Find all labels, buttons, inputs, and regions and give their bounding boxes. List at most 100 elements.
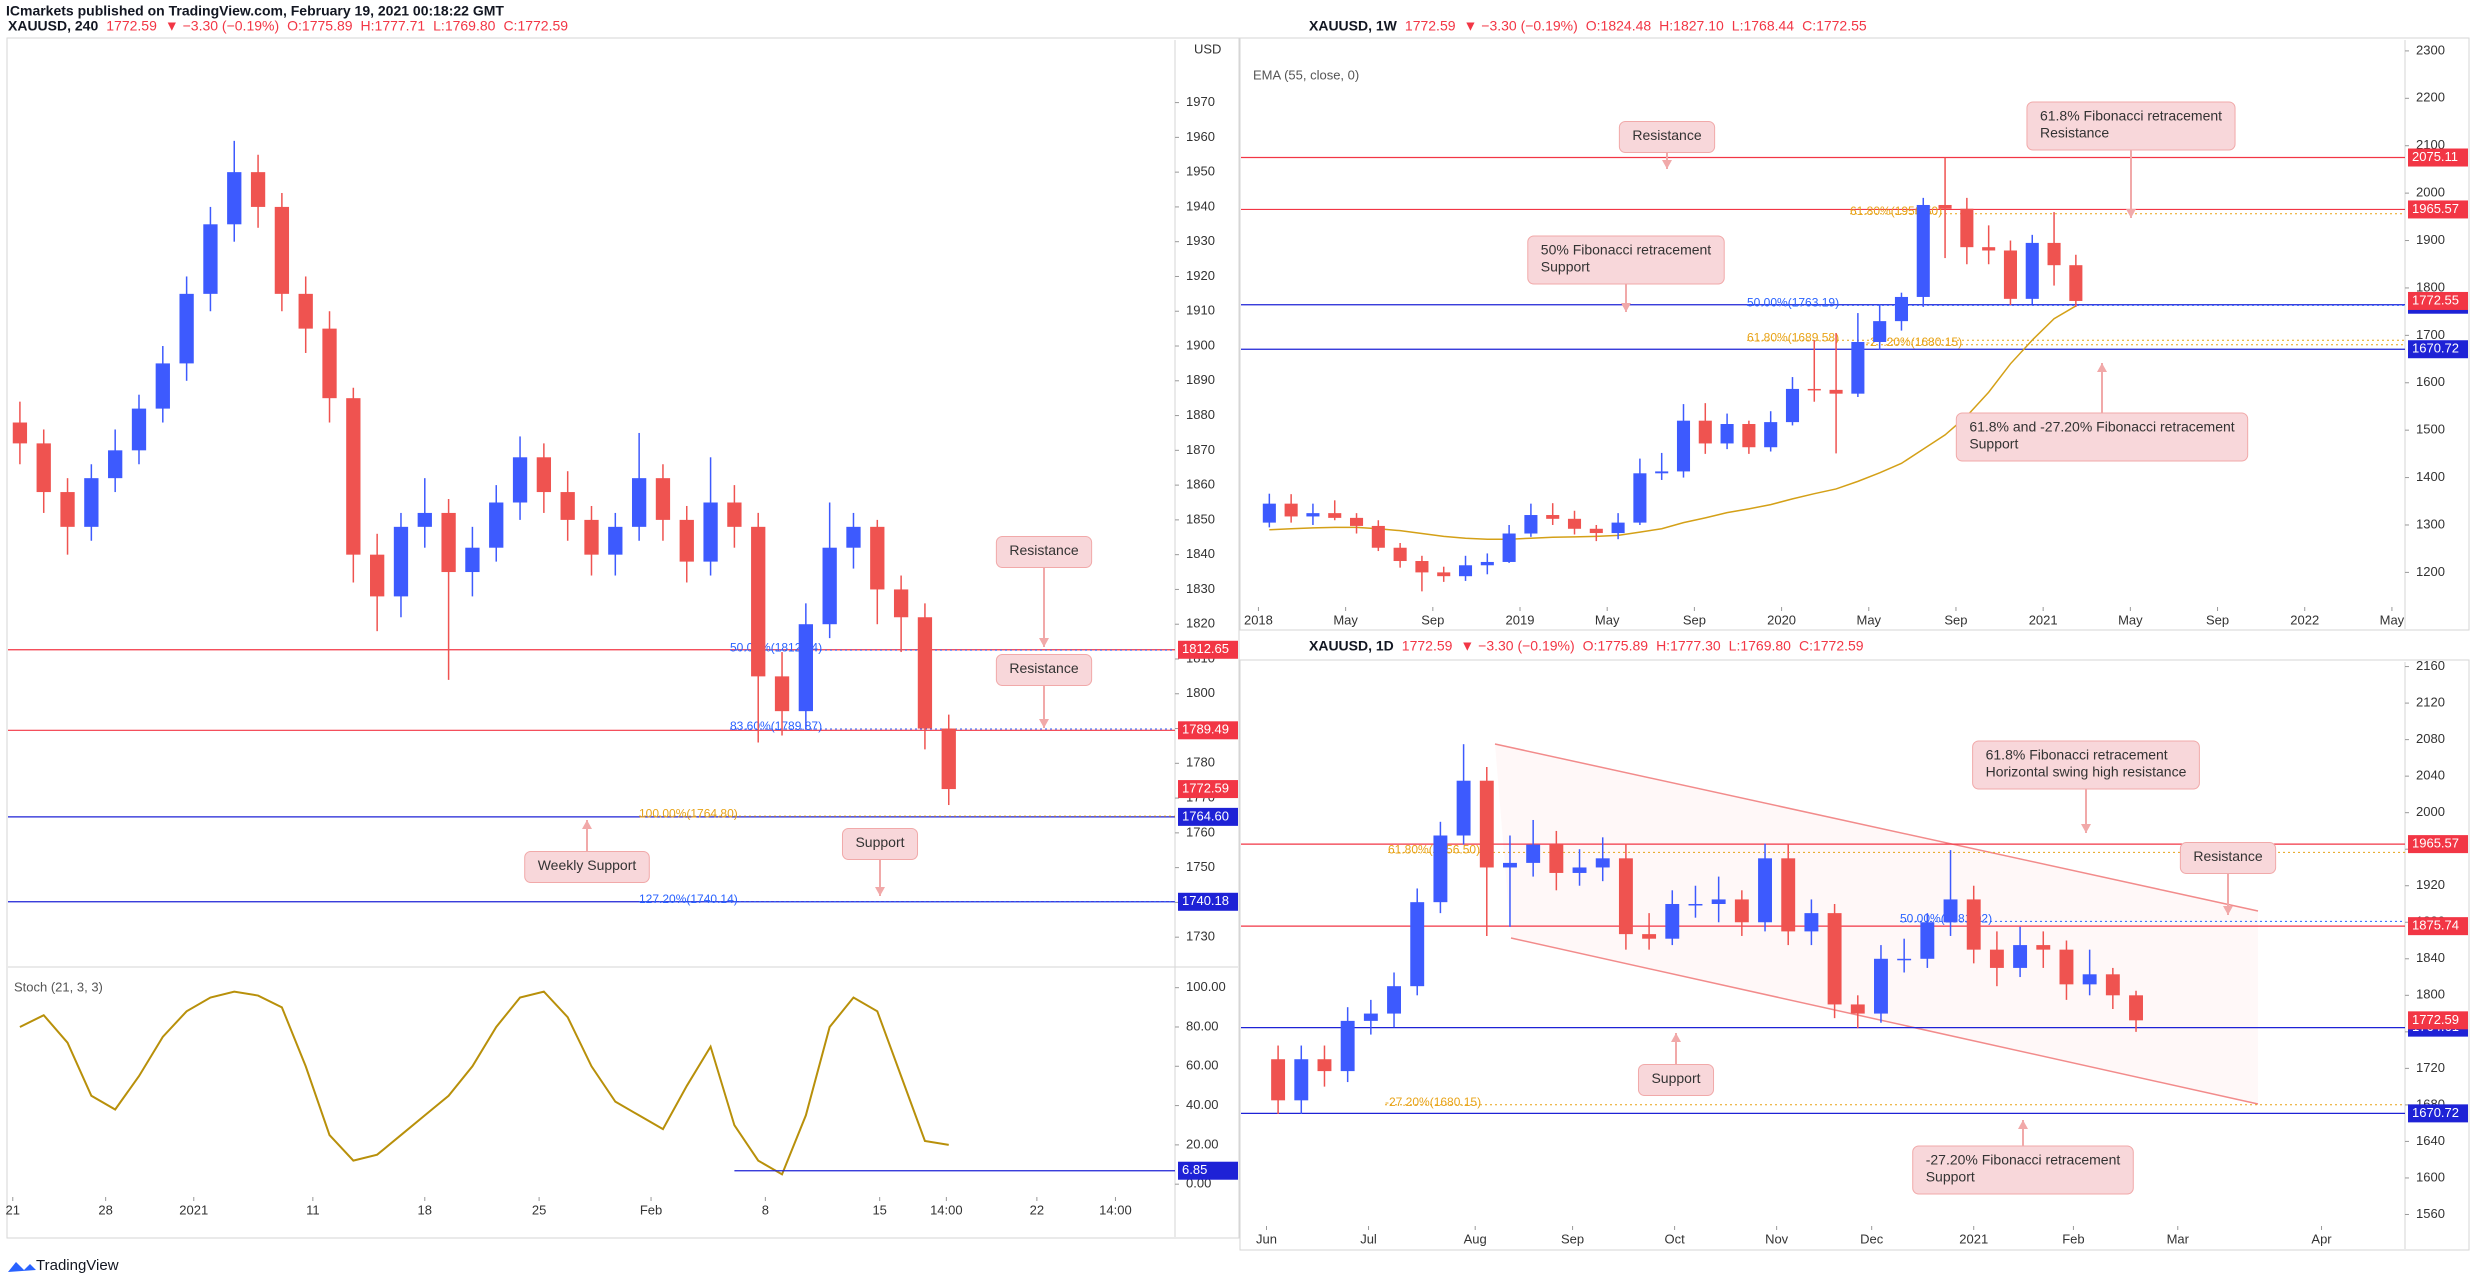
candle-body xyxy=(1387,986,1401,1014)
y-tick-label: 1200 xyxy=(2416,564,2445,579)
legend-text: L:1769.80 xyxy=(1729,638,1791,654)
candle-body xyxy=(1349,517,1364,526)
callout-text: 61.8% and -27.20% Fibonacci retracement xyxy=(1969,419,2234,435)
price-label-box xyxy=(1178,1161,1238,1180)
fib-label: 83.60%(1789.87) xyxy=(730,719,822,733)
candle-body xyxy=(1781,858,1796,932)
candle-body xyxy=(179,293,194,364)
legend-text: ▼ −3.30 (−0.19%) xyxy=(1464,18,1578,34)
candle-body xyxy=(1458,565,1473,577)
candle-body xyxy=(1306,513,1320,517)
y-tick-label: 1890 xyxy=(1186,372,1215,387)
price-label: 1812.65 xyxy=(1182,641,1229,656)
x-tick-label: Feb xyxy=(640,1202,662,1217)
candle-body xyxy=(131,408,147,451)
legend-text: XAUUSD, 1D xyxy=(1309,638,1394,654)
candle-body xyxy=(1480,561,1494,566)
price-label: 1670.72 xyxy=(2412,1105,2459,1120)
candle-body xyxy=(1665,903,1680,939)
y-tick-label: 60.00 xyxy=(1186,1058,1219,1073)
candle-body xyxy=(346,398,361,555)
callout-text: Resistance xyxy=(1632,127,1701,143)
candle-body xyxy=(870,526,885,590)
candle-body xyxy=(917,617,933,729)
legend-text: L:1769.80 xyxy=(433,18,495,34)
price-label: 1875.74 xyxy=(2412,918,2459,933)
callout-arrowhead xyxy=(1662,160,1672,169)
candle-body xyxy=(1546,515,1560,519)
indicator-label: EMA (55, close, 0) xyxy=(1253,67,1359,82)
y-tick-label: 2080 xyxy=(2416,731,2445,746)
y-tick-label: 2200 xyxy=(2416,90,2445,105)
callout-text: 61.8% Fibonacci retracement xyxy=(2040,108,2222,124)
x-tick-label: Apr xyxy=(2311,1231,2332,1246)
candle-body xyxy=(1294,1059,1309,1101)
y-tick-label: 1560 xyxy=(2416,1206,2445,1221)
channel-line xyxy=(1510,937,2259,1105)
fib-label: 100.00%(1764.80) xyxy=(639,806,738,820)
y-tick-label: 1950 xyxy=(1186,164,1215,179)
fib-label: -27.20%(1680.15) xyxy=(1385,1095,1481,1109)
fib-label: -27.20%(1680.15) xyxy=(1866,335,1962,349)
candle-body xyxy=(1851,341,1865,394)
candle-body xyxy=(1611,522,1625,534)
callout-text: Resistance xyxy=(2040,125,2109,141)
candle-body xyxy=(1742,424,1756,448)
x-tick-label: 14:00 xyxy=(930,1202,963,1217)
price-label-box xyxy=(2408,835,2468,854)
legend-text: H:1777.30 xyxy=(1656,638,1721,654)
legend-text: O:1775.89 xyxy=(1583,638,1649,654)
y-tick-label: 1800 xyxy=(2416,987,2445,1002)
candle-body xyxy=(1340,1020,1355,1072)
x-tick-label: May xyxy=(1856,612,1881,627)
candle-body xyxy=(1456,780,1471,836)
candle-body xyxy=(1271,1059,1286,1101)
candle-body xyxy=(1982,247,1996,251)
y-tick-label: 1940 xyxy=(1186,198,1215,213)
y-tick-label: 80.00 xyxy=(1186,1018,1219,1033)
candle-body xyxy=(1415,561,1429,573)
panel-frame xyxy=(6,37,1240,1239)
y-tick-label: 1760 xyxy=(1186,824,1215,839)
y-tick-label: 40.00 xyxy=(1186,1097,1219,1112)
price-label-box xyxy=(1178,807,1238,826)
candle-body xyxy=(1589,528,1603,534)
ema-line xyxy=(1269,305,2077,540)
candle-body xyxy=(1262,503,1276,523)
callout-text: Resistance xyxy=(2193,848,2262,864)
candle-body xyxy=(489,502,504,548)
callout-text: Support xyxy=(1969,436,2018,452)
y-tick-label: 1750 xyxy=(1186,859,1215,874)
candle-body xyxy=(2059,949,2074,985)
y-tick-label: 1960 xyxy=(1186,129,1215,144)
candle-body xyxy=(1393,547,1407,562)
x-tick-label: May xyxy=(1333,612,1358,627)
y-tick-label: 1700 xyxy=(2416,327,2445,342)
candle-body xyxy=(1916,204,1930,297)
channel-line xyxy=(1494,743,2259,912)
fib-label: 61.80%(1689.58) xyxy=(1747,330,1839,344)
candle-body xyxy=(2069,265,2083,301)
candle-body xyxy=(1437,572,1451,577)
price-label-box xyxy=(2408,200,2468,219)
candle-body xyxy=(298,293,313,329)
y-tick-label: 2160 xyxy=(2416,658,2445,673)
callout-arrowhead xyxy=(1039,719,1049,728)
y-tick-label: 1600 xyxy=(2416,374,2445,389)
callout-arrowhead xyxy=(2223,906,2233,915)
candle-body xyxy=(370,554,385,597)
callout-text: 61.8% Fibonacci retracement xyxy=(1986,747,2168,763)
price-label: 6.85 xyxy=(1182,1162,1207,1177)
y-tick-label: 100.00 xyxy=(1186,979,1226,994)
candle-body xyxy=(1966,899,1981,950)
y-tick-label: 2000 xyxy=(2416,804,2445,819)
candle-body xyxy=(679,519,694,562)
candle-body xyxy=(631,478,647,527)
candle-body xyxy=(1920,922,1935,959)
legend-text: L:1768.44 xyxy=(1732,18,1794,34)
callout-text: Horizontal swing high resistance xyxy=(1986,764,2187,780)
stoch-line xyxy=(19,990,949,1176)
candle-body xyxy=(1960,208,1974,248)
